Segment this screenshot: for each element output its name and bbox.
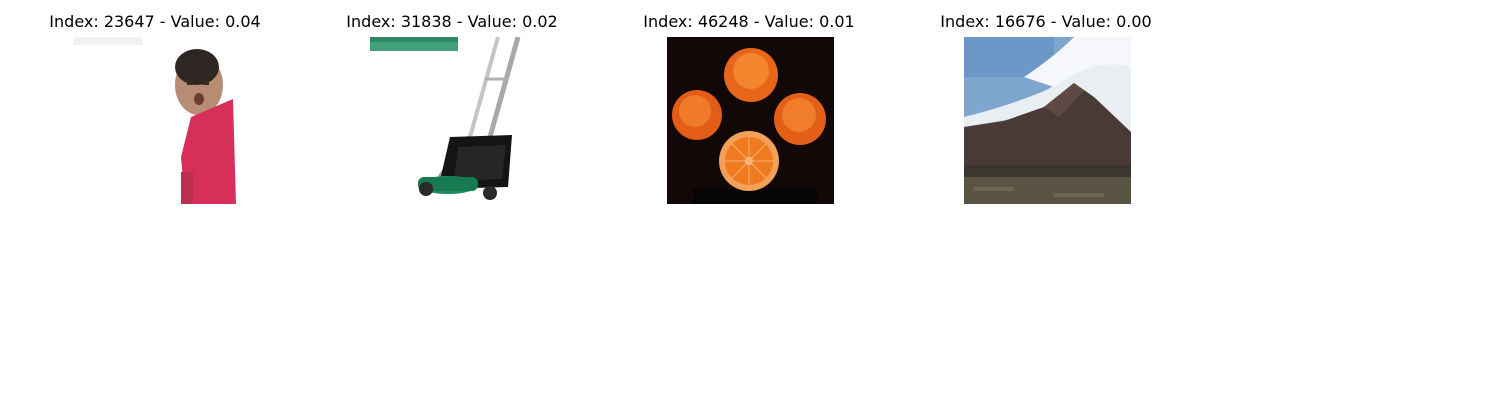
panel-title: Index: 23647 - Value: 0.04 [49,12,261,31]
thumbnail-image-child [73,37,240,204]
panel-title: Index: 16676 - Value: 0.00 [940,12,1152,31]
panel-title: Index: 46248 - Value: 0.01 [643,12,855,31]
image-panel-4: Index: 16676 - Value: 0.00 [916,0,1176,210]
panel-title: Index: 31838 - Value: 0.02 [346,12,558,31]
mountain-illustration [964,37,1131,204]
image-panel-2: Index: 31838 - Value: 0.02 [322,0,582,210]
thumbnail-image-mountain [964,37,1131,204]
image-panel-3: Index: 46248 - Value: 0.01 [619,0,879,210]
thumbnail-image-lawn-mower [370,37,537,204]
thumbnail-image-oranges [667,37,834,204]
oranges-illustration [667,37,834,204]
child-illustration [73,37,240,204]
image-panel-1: Index: 23647 - Value: 0.04 [25,0,285,210]
lawn-mower-illustration [370,37,537,204]
